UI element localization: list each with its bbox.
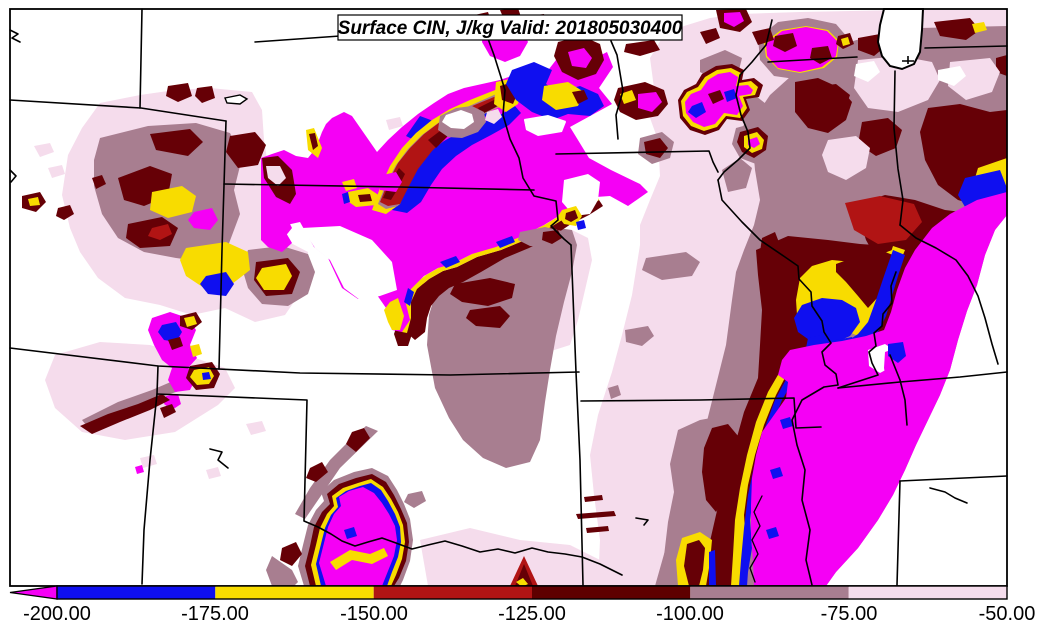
svg-text:Surface CIN, J/kg Valid: 20180: Surface CIN, J/kg Valid: 201805030400 — [338, 18, 683, 39]
svg-text:-200.00: -200.00 — [23, 603, 91, 625]
svg-text:-50.00: -50.00 — [979, 603, 1036, 625]
svg-text:-100.00: -100.00 — [656, 603, 724, 625]
svg-text:-175.00: -175.00 — [181, 603, 249, 625]
svg-text:-150.00: -150.00 — [340, 603, 408, 625]
svg-text:-75.00: -75.00 — [821, 603, 878, 625]
svg-text:-125.00: -125.00 — [498, 603, 566, 625]
